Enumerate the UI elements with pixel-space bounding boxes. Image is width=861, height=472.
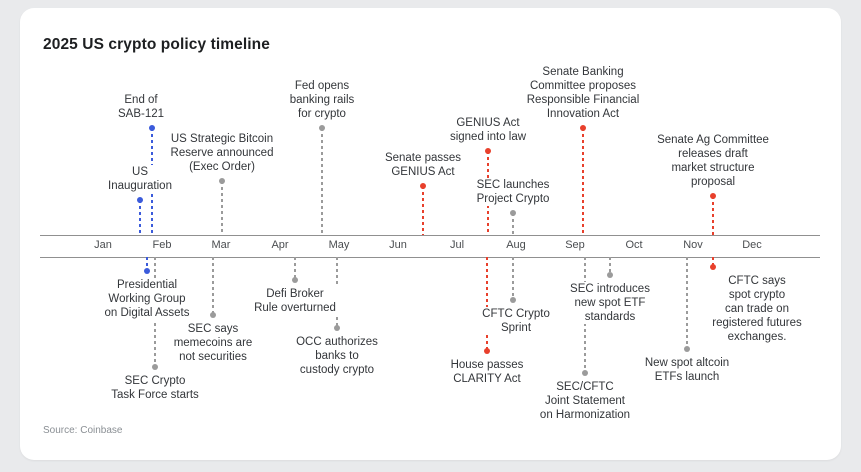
event-label-senate-banking-rfia: Senate Banking Committee proposes Respon… [523, 65, 643, 121]
event-connector-house-clarity-act [486, 257, 488, 351]
event-connector-sec-spot-etf-standards [609, 257, 611, 275]
page-title: 2025 US crypto policy timeline [43, 36, 270, 53]
event-dot-sec-crypto-task-force [152, 364, 158, 370]
event-label-occ-custody-crypto: OCC authorizes banks to custody crypto [293, 335, 381, 377]
event-dot-fed-banking-rails [319, 125, 325, 131]
event-label-house-clarity-act: House passes CLARITY Act [447, 358, 527, 386]
event-dot-us-inauguration [137, 197, 143, 203]
event-label-senate-passes-genius: Senate passes GENIUS Act [381, 151, 465, 179]
event-label-presidential-working-group: Presidential Working Group on Digital As… [101, 278, 193, 320]
event-label-defi-broker-rule: Defi Broker Rule overturned [251, 287, 339, 315]
event-dot-sec-spot-etf-standards [607, 272, 613, 278]
event-connector-fed-banking-rails [321, 128, 323, 235]
month-label-nov: Nov [683, 239, 703, 251]
event-connector-senate-ag-market-structure [712, 196, 714, 235]
event-dot-new-spot-altcoin-etfs [684, 346, 690, 352]
event-dot-senate-ag-market-structure [710, 193, 716, 199]
event-label-sec-project-crypto: SEC launches Project Crypto [473, 178, 553, 206]
event-label-sec-memecoins-not-securities: SEC says memecoins are not securities [170, 322, 256, 364]
event-dot-genius-act-signed [485, 148, 491, 154]
event-connector-cftc-spot-crypto-futures [712, 257, 714, 267]
event-label-cftc-crypto-sprint: CFTC Crypto Sprint [479, 307, 553, 335]
event-dot-sec-memecoins-not-securities [210, 312, 216, 318]
event-connector-new-spot-altcoin-etfs [686, 257, 688, 349]
event-connector-cftc-crypto-sprint [512, 257, 514, 300]
month-label-aug: Aug [506, 239, 526, 251]
month-label-sep: Sep [565, 239, 585, 251]
event-dot-house-clarity-act [484, 348, 490, 354]
event-connector-sec-memecoins-not-securities [212, 257, 214, 315]
event-label-sec-spot-etf-standards: SEC introduces new spot ETF standards [567, 282, 653, 324]
event-connector-senate-passes-genius [422, 186, 424, 235]
event-connector-defi-broker-rule [294, 257, 296, 280]
timeline-axis-bottom-line [40, 257, 820, 258]
event-label-cftc-spot-crypto-futures: CFTC says spot crypto can trade on regis… [709, 274, 805, 344]
month-label-jul: Jul [449, 239, 465, 251]
event-label-new-spot-altcoin-etfs: New spot altcoin ETFs launch [641, 356, 733, 384]
month-label-feb: Feb [152, 239, 172, 251]
event-label-genius-act-signed: GENIUS Act signed into law [446, 116, 530, 144]
month-label-mar: Mar [211, 239, 231, 251]
event-dot-defi-broker-rule [292, 277, 298, 283]
event-label-us-inauguration: US Inauguration [105, 165, 175, 193]
event-connector-presidential-working-group [146, 257, 148, 271]
event-dot-strategic-bitcoin-reserve [219, 178, 225, 184]
event-dot-sec-cftc-harmonization [582, 370, 588, 376]
event-label-end-of-sab-121: End of SAB-121 [114, 93, 168, 121]
event-dot-occ-custody-crypto [334, 325, 340, 331]
month-label-oct: Oct [625, 239, 643, 251]
event-connector-us-inauguration [139, 200, 141, 235]
event-connector-sec-project-crypto [512, 213, 514, 235]
event-dot-senate-passes-genius [420, 183, 426, 189]
event-dot-sec-project-crypto [510, 210, 516, 216]
event-label-sec-cftc-harmonization: SEC/CFTC Joint Statement on Harmonizatio… [536, 380, 634, 422]
event-dot-end-of-sab-121 [149, 125, 155, 131]
event-dot-cftc-spot-crypto-futures [710, 264, 716, 270]
event-label-fed-banking-rails: Fed opens banking rails for crypto [286, 79, 358, 121]
event-label-sec-crypto-task-force: SEC Crypto Task Force starts [108, 374, 202, 402]
month-label-jun: Jun [389, 239, 407, 251]
event-connector-strategic-bitcoin-reserve [221, 181, 223, 235]
month-label-dec: Dec [742, 239, 762, 251]
month-label-jan: Jan [94, 239, 112, 251]
month-label-may: May [328, 239, 350, 251]
event-connector-senate-banking-rfia [582, 128, 584, 235]
event-dot-senate-banking-rfia [580, 125, 586, 131]
event-label-strategic-bitcoin-reserve: US Strategic Bitcoin Reserve announced (… [167, 132, 277, 174]
month-label-apr: Apr [271, 239, 289, 251]
event-dot-cftc-crypto-sprint [510, 297, 516, 303]
timeline-axis-top-line [40, 235, 820, 236]
event-dot-presidential-working-group [144, 268, 150, 274]
source-attribution: Source: Coinbase [43, 425, 123, 436]
event-label-senate-ag-market-structure: Senate Ag Committee releases draft marke… [654, 133, 772, 189]
